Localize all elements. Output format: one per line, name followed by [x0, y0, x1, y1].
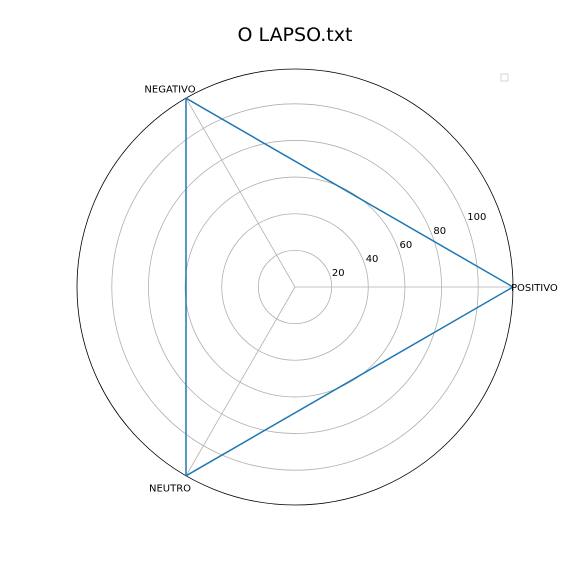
spoke-line	[185, 286, 296, 476]
chart-title: O LAPSO.txt	[238, 24, 353, 46]
series-line	[185, 97, 514, 477]
radial-tick-label: 100	[467, 212, 486, 223]
label-layer: 20 40 60 80 100 POSITIVO NEGATIVO NEUTRO	[144, 85, 558, 495]
radial-tick-label: 40	[366, 254, 379, 265]
category-label: NEGATIVO	[144, 85, 195, 96]
grid-layer	[76, 68, 514, 506]
legend-box	[500, 73, 509, 82]
radial-tick-label: 80	[433, 226, 446, 237]
radial-tick-label: 60	[400, 240, 413, 251]
series-layer	[185, 97, 514, 477]
category-label: POSITIVO	[511, 283, 558, 294]
radial-tick-label: 20	[332, 268, 345, 279]
category-label: NEUTRO	[149, 483, 191, 494]
spoke-line	[185, 98, 296, 288]
